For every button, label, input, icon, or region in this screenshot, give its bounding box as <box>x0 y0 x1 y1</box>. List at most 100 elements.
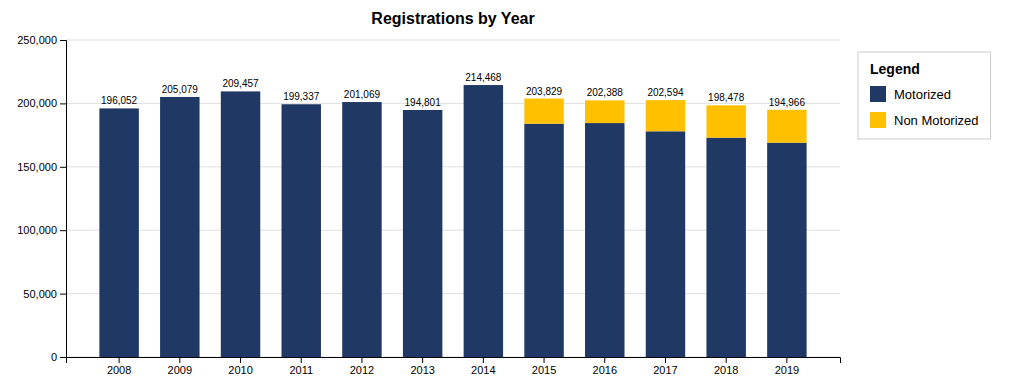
tick: 2019 <box>775 357 799 376</box>
tick-mark <box>786 357 787 363</box>
tick-label: 100,000 <box>17 224 57 236</box>
tick-label: 50,000 <box>23 288 57 300</box>
plot-area: 196,052 205,079 209,457 199,337 201,069 194,8… <box>17 34 840 376</box>
bar <box>403 110 442 357</box>
tick-label: 2008 <box>107 364 131 376</box>
tick-mark <box>60 357 66 358</box>
tick: 2009 <box>168 357 192 376</box>
x-axis: 2008 2009 2010 2011 2012 2013 2014 2015 2016 2017… <box>67 357 841 376</box>
series <box>524 99 806 143</box>
tick: 150,000 <box>17 161 66 173</box>
bar <box>646 100 685 131</box>
bar <box>221 91 260 92</box>
chart: 196,052 205,079 209,457 199,337 201,069 194,8… <box>0 0 1015 391</box>
tick-label: 0 <box>51 351 57 363</box>
data-label: 199,337 <box>283 91 320 102</box>
tick-label: 2018 <box>714 364 738 376</box>
tick-mark <box>240 357 241 363</box>
tick-label: 2015 <box>532 364 556 376</box>
tick: 2010 <box>228 357 252 376</box>
bar <box>706 138 745 357</box>
bar <box>99 108 138 357</box>
tick: 2008 <box>107 357 131 376</box>
tick-label: 2009 <box>168 364 192 376</box>
tick-label: 250,000 <box>17 34 57 46</box>
legend-title: Legend <box>870 61 920 77</box>
tick-label: 2011 <box>289 364 313 376</box>
tick: 2018 <box>714 357 738 376</box>
tick-mark <box>60 40 66 41</box>
legend-item: Motorized <box>870 86 951 102</box>
data-label: 194,966 <box>769 97 806 108</box>
bar <box>403 109 442 110</box>
tick: 2012 <box>350 357 374 376</box>
tick-mark <box>604 357 605 363</box>
data-label: 194,801 <box>405 97 442 108</box>
tick-label: 200,000 <box>17 97 57 109</box>
tick-label: 150,000 <box>17 161 57 173</box>
tick-mark <box>361 357 362 363</box>
axis-line <box>60 41 67 358</box>
data-label: 205,079 <box>162 84 199 95</box>
bar <box>160 97 199 357</box>
bar <box>585 123 624 357</box>
tick-mark <box>119 357 120 363</box>
tick-label: 2017 <box>653 364 677 376</box>
tick: 200,000 <box>17 97 66 109</box>
legend-item: Non Motorized <box>870 112 979 128</box>
tick-mark <box>60 167 66 168</box>
total-labels: 196,052 205,079 209,457 199,337 201,069 194,8… <box>101 72 805 108</box>
tick: 0 <box>51 351 66 363</box>
tick-label: 2014 <box>471 364 495 376</box>
legend-swatch <box>870 86 886 102</box>
tick: 100,000 <box>17 224 66 236</box>
y-axis: 0 50,000 100,000 150,000 200,000 250,000 <box>17 34 66 363</box>
tick: 2013 <box>410 357 434 376</box>
data-label: 198,478 <box>708 92 745 103</box>
tick-mark <box>60 230 66 231</box>
legend-swatch <box>870 112 886 128</box>
title: Registrations by Year <box>371 10 534 27</box>
bar <box>342 102 381 357</box>
data-label: 202,388 <box>587 87 624 98</box>
tick: 2017 <box>653 357 677 376</box>
bar <box>706 105 745 137</box>
data-label: 196,052 <box>101 95 138 106</box>
data-label: 202,594 <box>647 87 684 98</box>
bar <box>464 85 503 86</box>
bar <box>524 124 563 357</box>
tick-label: 2016 <box>593 364 617 376</box>
tick-mark <box>422 357 423 363</box>
legend-label: Non Motorized <box>894 113 979 128</box>
legend-frame <box>858 52 991 139</box>
tick: 2011 <box>289 357 313 376</box>
data-label: 203,829 <box>526 86 563 97</box>
data-label: 209,457 <box>222 78 259 89</box>
bars <box>99 85 806 357</box>
bar <box>99 108 138 109</box>
tick-label: 2019 <box>775 364 799 376</box>
tick-mark <box>60 294 66 295</box>
bar <box>282 104 321 105</box>
legend: Legend Motorized Non Motorized <box>858 52 991 139</box>
tick-mark <box>301 357 302 363</box>
tick-mark <box>483 357 484 363</box>
tick: 2014 <box>471 357 495 376</box>
grid <box>66 40 840 357</box>
bar <box>464 85 503 357</box>
tick-mark <box>179 357 180 363</box>
tick-mark <box>60 103 66 104</box>
bar <box>767 143 806 357</box>
bar <box>221 91 260 357</box>
grid-line <box>66 40 840 41</box>
bar <box>585 100 624 123</box>
tick-mark <box>726 357 727 363</box>
bar <box>767 110 806 143</box>
tick-mark <box>544 357 545 363</box>
tick-label: 2012 <box>350 364 374 376</box>
data-label: 201,069 <box>344 89 381 100</box>
legend-label: Motorized <box>894 87 951 102</box>
tick: 2015 <box>532 357 556 376</box>
series <box>99 85 806 357</box>
tick: 50,000 <box>23 288 66 300</box>
